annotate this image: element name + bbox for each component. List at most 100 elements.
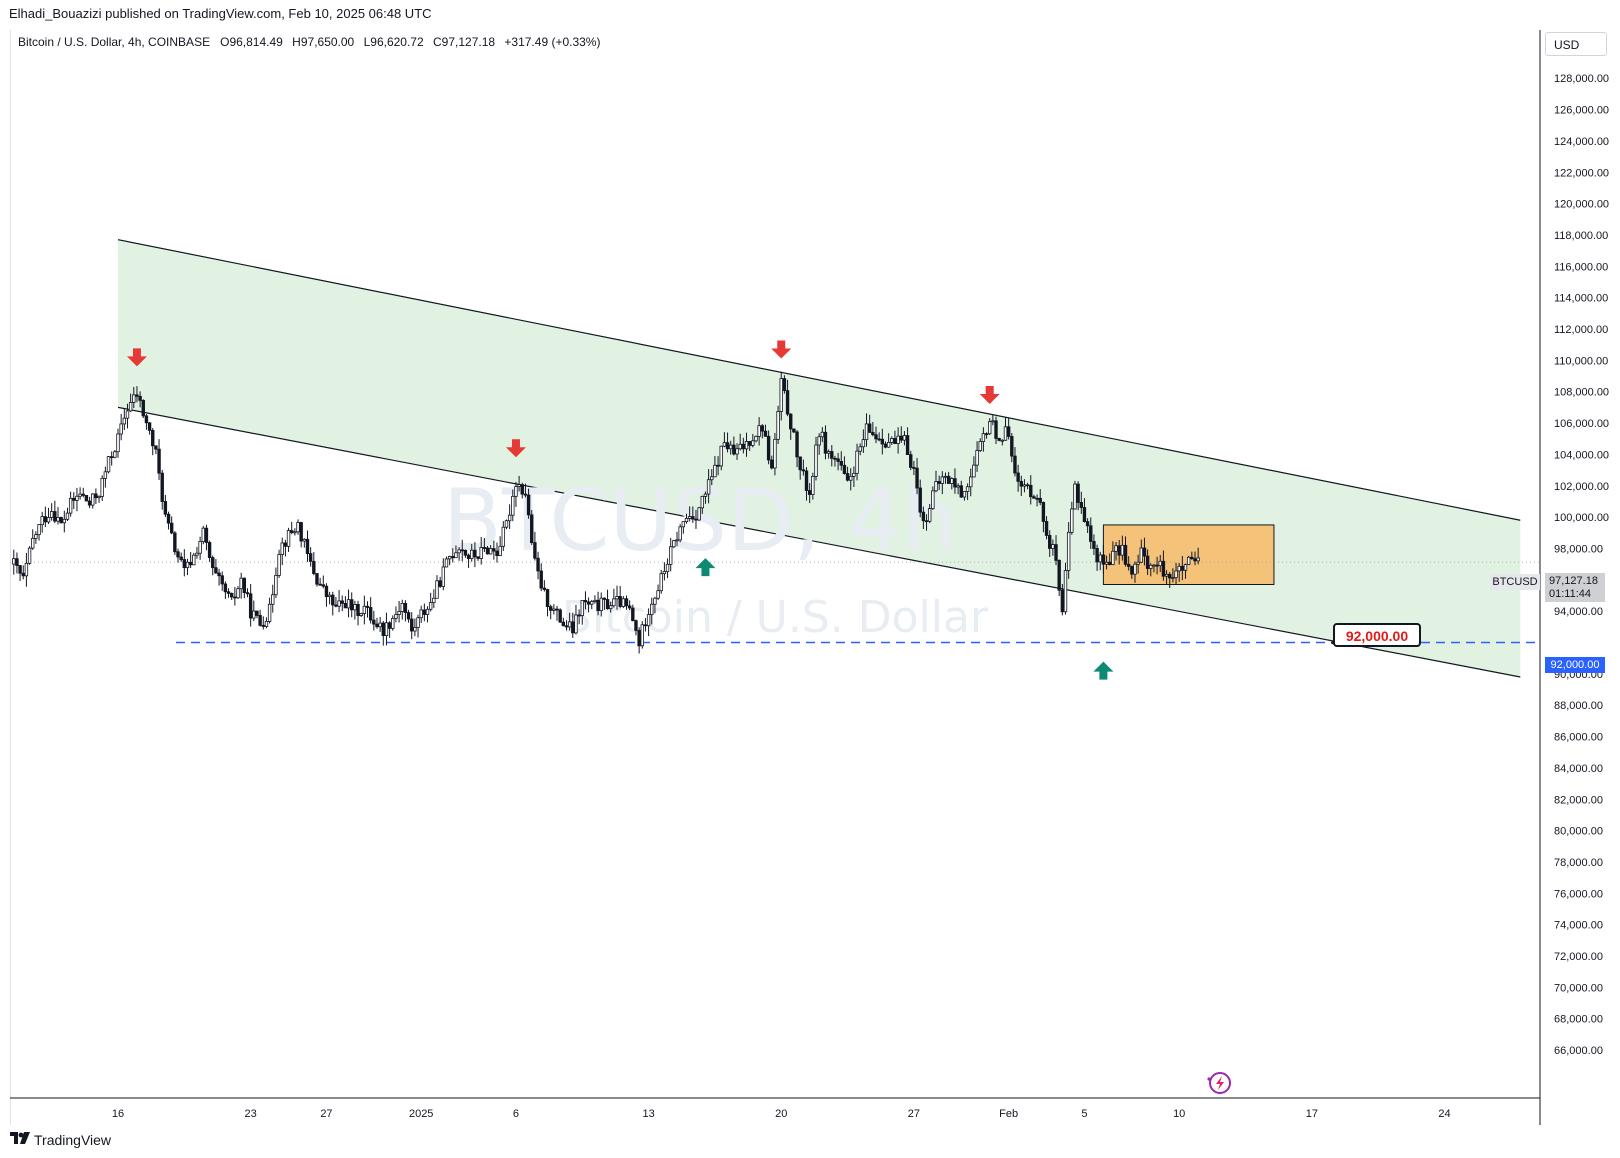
- candle-body: [128, 402, 133, 412]
- candle-body: [526, 494, 531, 516]
- level-callout[interactable]: 92,000.00: [1333, 623, 1421, 647]
- candle-body: [78, 493, 82, 497]
- candle-body: [1025, 484, 1030, 487]
- candle-body: [789, 413, 793, 430]
- y-tick-label: 104,000.00: [1554, 449, 1609, 461]
- candle-body: [176, 551, 180, 558]
- y-tick-label: 94,000.00: [1554, 606, 1603, 618]
- y-tick-label: 128,000.00: [1554, 73, 1609, 85]
- x-tick-label: Feb: [999, 1108, 1018, 1120]
- candle-body: [574, 614, 578, 634]
- candle-body: [59, 517, 63, 524]
- channel-lower-line[interactable]: [117, 406, 1521, 678]
- candle-body: [710, 476, 714, 481]
- candle-body: [435, 580, 439, 599]
- candle-body: [871, 432, 875, 436]
- y-tick-label: 72,000.00: [1554, 951, 1603, 963]
- candle-body: [1003, 426, 1008, 441]
- candle-body: [659, 573, 663, 592]
- y-tick-label: 98,000.00: [1554, 543, 1603, 555]
- candle-body: [1060, 589, 1065, 613]
- candle-body: [599, 597, 603, 611]
- x-tick-label: 5: [1081, 1108, 1087, 1120]
- candle-body: [507, 514, 512, 522]
- tradingview-logo[interactable]: TradingView: [10, 1131, 111, 1148]
- candle-body: [962, 491, 967, 498]
- candle-body: [1041, 502, 1046, 522]
- bar-countdown: 01:11:44: [1549, 588, 1592, 600]
- candle-body: [56, 517, 60, 522]
- candle-body: [539, 570, 543, 589]
- replay-lightning-icon[interactable]: [1207, 1072, 1231, 1094]
- candle-body: [340, 600, 344, 604]
- candle-body: [223, 583, 228, 593]
- candle-body: [1044, 521, 1049, 536]
- candle-body: [498, 545, 502, 556]
- candle-body: [84, 494, 89, 502]
- candle-body: [182, 559, 187, 569]
- candle-body: [760, 425, 764, 432]
- candle-body: [1073, 483, 1077, 510]
- candle-body: [548, 606, 553, 611]
- x-tick-label: 16: [112, 1108, 124, 1120]
- candle-body: [470, 549, 474, 559]
- channel-upper-line[interactable]: [117, 239, 1521, 521]
- candle-body: [530, 514, 534, 543]
- candle-body: [387, 622, 392, 629]
- candle-body: [422, 609, 427, 615]
- candle-body: [1095, 548, 1099, 563]
- resistance-arrow-down-icon: [126, 348, 147, 367]
- candle-body: [1171, 577, 1175, 579]
- candle-body: [959, 485, 963, 498]
- high-value: 97,650.00: [300, 35, 355, 49]
- consolidation-box[interactable]: [1102, 524, 1275, 586]
- candle-body: [1164, 573, 1169, 577]
- candle-body: [454, 552, 458, 559]
- candle-body: [1193, 558, 1197, 562]
- candle-body: [169, 522, 174, 534]
- y-tick-label: 106,000.00: [1554, 418, 1609, 430]
- low-label: L: [363, 35, 371, 49]
- resistance-arrow-down-icon: [979, 385, 1000, 404]
- candle-body: [1158, 560, 1162, 567]
- candle-body: [204, 527, 209, 543]
- currency-button[interactable]: USD: [1545, 32, 1607, 56]
- candle-body: [397, 611, 401, 615]
- y-tick-label: 102,000.00: [1554, 481, 1609, 493]
- candle-body: [359, 613, 363, 616]
- candle-body: [476, 556, 480, 559]
- instrument-name[interactable]: Bitcoin / U.S. Dollar, 4h, COINBASE: [18, 35, 211, 49]
- candle-body: [343, 602, 348, 609]
- candle-body: [836, 458, 840, 462]
- candle-body: [394, 614, 398, 619]
- candle-body: [1063, 570, 1068, 613]
- candle-body: [302, 538, 307, 542]
- candle-body: [116, 433, 120, 453]
- candle-body: [918, 487, 922, 513]
- candle-body: [877, 438, 881, 441]
- candle-body: [972, 464, 976, 478]
- candle-body: [318, 583, 322, 586]
- candle-body: [615, 596, 619, 600]
- candle-body: [1016, 472, 1020, 482]
- candle-body: [258, 615, 262, 626]
- consolidation-zone[interactable]: [1102, 524, 1275, 586]
- x-tick-label: 20: [775, 1108, 787, 1120]
- candle-body: [413, 627, 417, 632]
- candle-body: [1136, 561, 1140, 565]
- candle-body: [770, 459, 774, 469]
- candle-body: [217, 572, 221, 577]
- chart-frame[interactable]: [10, 30, 1541, 1125]
- candle-body: [24, 562, 29, 577]
- candle-body: [271, 594, 275, 605]
- candle-body: [738, 443, 742, 450]
- candle-body: [1085, 521, 1090, 527]
- candle-body: [1057, 559, 1061, 591]
- candle-body: [106, 456, 111, 473]
- candle-body: [975, 450, 979, 466]
- candle-body: [902, 435, 907, 441]
- candle-body: [564, 625, 569, 628]
- candle-body: [384, 622, 389, 636]
- candle-body: [915, 467, 919, 489]
